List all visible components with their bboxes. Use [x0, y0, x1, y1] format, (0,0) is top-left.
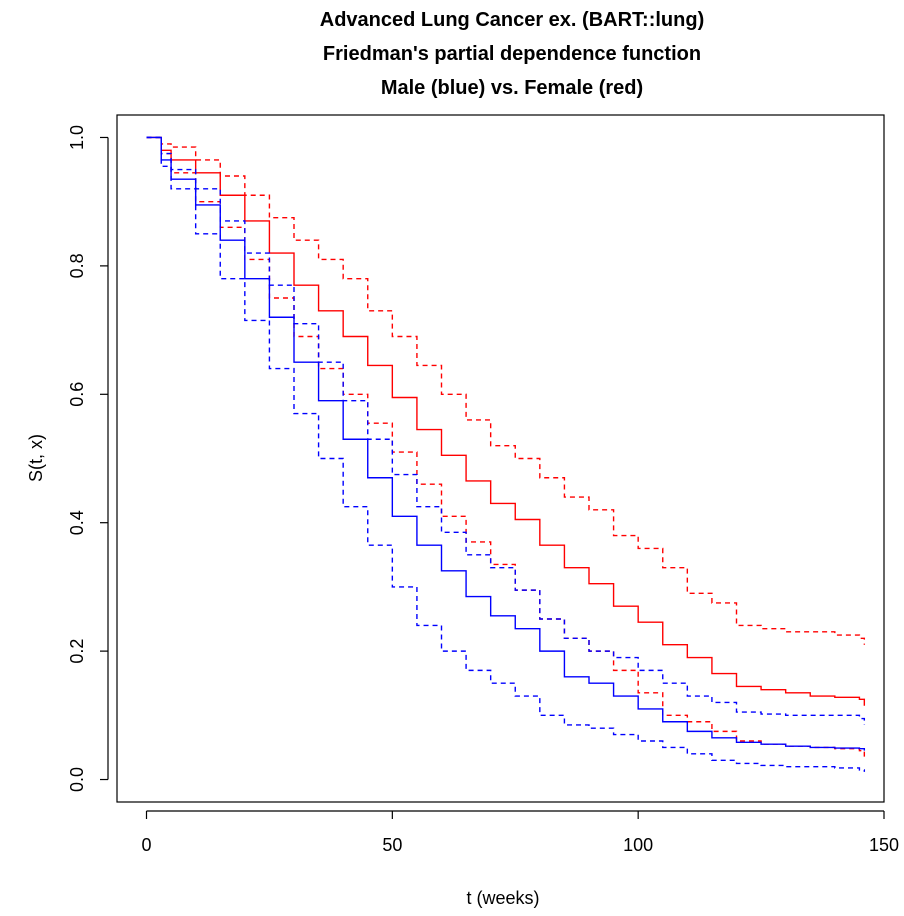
series-line-1 — [146, 136, 866, 645]
plot-frame — [116, 114, 885, 803]
y-tick-label: 0.2 — [67, 639, 87, 664]
series-line-2 — [146, 136, 866, 758]
chart-title-line-1: Advanced Lung Cancer ex. (BART::lung) — [320, 9, 704, 31]
y-tick-label: 0.6 — [67, 382, 87, 407]
x-axis-label: t (weeks) — [466, 888, 539, 908]
series-line-4 — [146, 136, 866, 725]
y-tick-label: 1.0 — [67, 125, 87, 150]
y-axis: 0.0 0.2 0.4 0.6 0.8 1.0 — [67, 125, 109, 792]
series-line-0 — [146, 136, 866, 706]
y-tick-label: 0.8 — [67, 253, 87, 278]
x-tick-label: 0 — [141, 835, 151, 855]
chart-title-line-3: Male (blue) vs. Female (red) — [381, 77, 643, 99]
series-line-3 — [146, 136, 866, 751]
y-axis-label: S(t, x) — [26, 434, 46, 482]
x-tick-label: 50 — [382, 835, 402, 855]
series-line-5 — [146, 136, 866, 772]
x-tick-label: 150 — [869, 835, 899, 855]
x-tick-label: 100 — [623, 835, 653, 855]
y-tick-label: 0.4 — [67, 510, 87, 535]
series-layer — [146, 136, 866, 772]
x-axis: 0 50 100 150 — [141, 810, 899, 855]
y-tick-label: 0.0 — [67, 767, 87, 792]
chart-title-line-2: Friedman's partial dependence function — [323, 43, 701, 65]
